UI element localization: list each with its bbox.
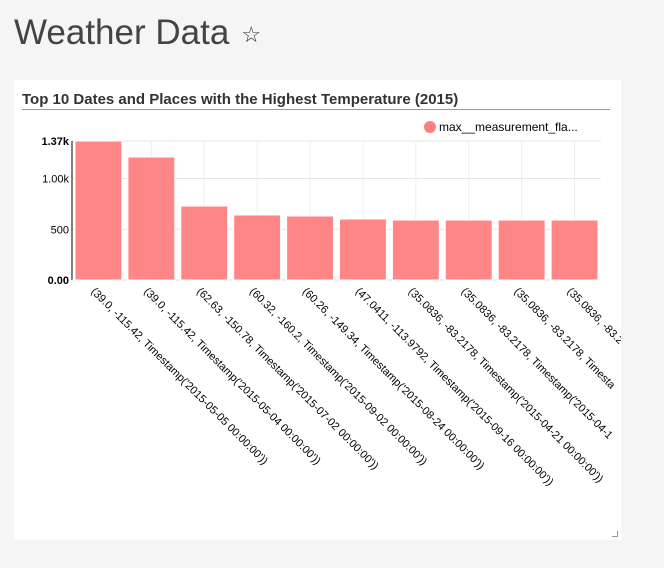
- page-title: Weather Data: [14, 13, 230, 52]
- y-tick-label: 500: [51, 224, 69, 236]
- x-tick-label: (35.0836, -83.2178, Timesta: [512, 286, 618, 392]
- legend-marker: [424, 121, 436, 133]
- resize-handle[interactable]: [612, 531, 618, 537]
- x-tick-label: (60.32, -160.2, Timestamp('2015-09-02 00…: [247, 286, 429, 468]
- chart-title: Top 10 Dates and Places with the Highest…: [22, 91, 459, 108]
- legend-label: max__measurement_fla...: [439, 120, 578, 134]
- bar: [550, 219, 599, 281]
- bar: [74, 140, 123, 281]
- x-tick-label: (60.26, -149.34, Timestamp('2015-08-24 0…: [300, 286, 487, 473]
- page-header: Weather Data ☆: [14, 8, 261, 58]
- y-tick-label: 1.00k: [42, 174, 69, 186]
- bar: [127, 156, 176, 281]
- x-tick-label: (47.0411, -113.9792, Timestamp('2015-09-…: [353, 286, 556, 489]
- bar: [233, 214, 282, 281]
- x-tick-label: (62.63, -150.78, Timestamp('2015-07-02 0…: [194, 286, 381, 473]
- bar: [339, 218, 387, 281]
- title-divider: [22, 109, 610, 110]
- x-tick-label: (39.0, -115.42, Timestamp('2015-05-05 00…: [88, 286, 270, 468]
- bar: [391, 219, 440, 281]
- bar: [286, 215, 335, 281]
- y-tick-label: 0.00: [48, 275, 69, 287]
- bar-chart: 0.00 500 1.00k 1.37k (39.0, -115.42, Timesta…: [41, 120, 621, 489]
- y-tick-label: 1.37k: [41, 136, 69, 148]
- x-tick-label: (39.0, -115.42, Timestamp('2015-05-04 00…: [141, 286, 323, 468]
- star-icon[interactable]: ☆: [241, 22, 262, 47]
- bar: [180, 205, 229, 281]
- x-tick-label: (35.0836, -83.2178, Timestamp('2015-04-2…: [406, 286, 606, 486]
- bar: [497, 219, 546, 281]
- chart-panel: Top 10 Dates and Places with the Highest…: [14, 80, 621, 540]
- bar: [444, 219, 493, 281]
